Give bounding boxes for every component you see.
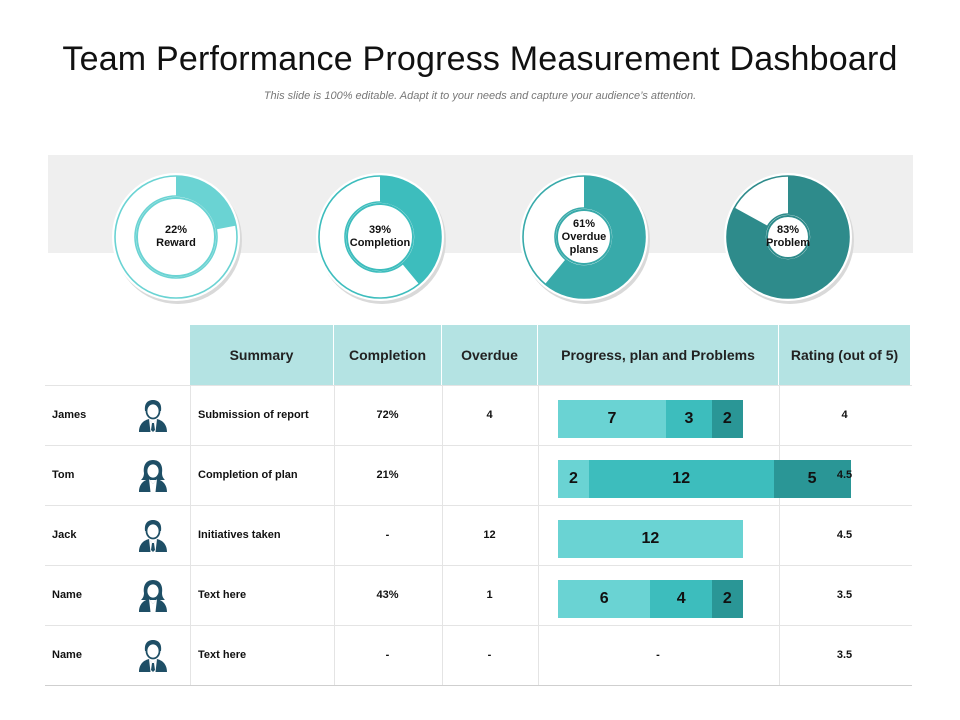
overdue-cell: 4 bbox=[486, 409, 493, 421]
header-summary: Summary bbox=[190, 325, 333, 385]
column-divider bbox=[538, 385, 539, 685]
summary-cell: Completion of plan bbox=[198, 469, 298, 481]
progress-segment: 2 bbox=[711, 580, 743, 618]
row-divider bbox=[45, 625, 912, 626]
row-divider bbox=[45, 685, 912, 686]
avatar bbox=[136, 397, 170, 433]
avatar bbox=[136, 457, 170, 493]
male-avatar-icon bbox=[139, 520, 167, 552]
page-subtitle: This slide is 100% editable. Adapt it to… bbox=[263, 90, 697, 102]
completion-cell: - bbox=[385, 649, 390, 661]
progress-cell: - bbox=[656, 649, 660, 661]
donut-chart bbox=[112, 173, 242, 304]
column-divider bbox=[442, 385, 443, 685]
overdue-cell: - bbox=[487, 649, 492, 661]
donut-value-arc bbox=[727, 176, 849, 298]
column-divider bbox=[779, 385, 780, 685]
progress-segment: 7 bbox=[558, 400, 666, 438]
rating-cell: 3.5 bbox=[836, 649, 853, 661]
donut-label: Reward bbox=[156, 237, 196, 249]
overdue-cell: 1 bbox=[486, 589, 493, 601]
progress-segment: 2 bbox=[558, 460, 589, 498]
donut-value: 61% bbox=[572, 217, 596, 230]
donut-label: Problem bbox=[765, 237, 810, 249]
donut-inner-ring bbox=[766, 215, 810, 259]
male-avatar-icon bbox=[139, 640, 167, 672]
progress-segment: 4 bbox=[650, 580, 712, 618]
female-avatar-icon bbox=[139, 460, 167, 492]
progress-segment: 3 bbox=[665, 400, 712, 438]
progress-segment: 12 bbox=[558, 520, 743, 558]
donut-problem: 83% Problem bbox=[719, 168, 857, 306]
donut-completion: 39% Completion bbox=[311, 168, 449, 306]
completion-cell: - bbox=[385, 529, 390, 541]
person-name: Jack bbox=[52, 529, 77, 541]
header-completion: Completion bbox=[334, 325, 441, 385]
completion-cell: 72% bbox=[376, 409, 399, 421]
donut-value: 39% bbox=[368, 224, 392, 236]
header-overdue: Overdue bbox=[442, 325, 537, 385]
donut-label: Overdue plans bbox=[561, 230, 607, 256]
header-progress: Progress, plan and Problems bbox=[538, 325, 778, 385]
avatar bbox=[136, 637, 170, 673]
person-name: Name bbox=[52, 589, 82, 601]
person-name: Tom bbox=[52, 469, 75, 481]
donut-value-arc bbox=[176, 176, 236, 230]
avatar bbox=[136, 517, 170, 553]
progress-segment: 12 bbox=[588, 460, 774, 498]
column-divider bbox=[190, 385, 191, 685]
row-divider bbox=[45, 505, 912, 506]
donut-value: 83% bbox=[776, 224, 800, 236]
donut-value-arc bbox=[380, 176, 441, 285]
donut-inner-ring bbox=[346, 203, 414, 271]
donut-inner-ring bbox=[556, 209, 612, 265]
overdue-cell bbox=[442, 445, 537, 505]
summary-cell: Text here bbox=[198, 649, 247, 661]
person-name: Name bbox=[52, 649, 82, 661]
summary-cell: Text here bbox=[198, 589, 247, 601]
donut-chart bbox=[520, 173, 650, 304]
progress-bar: 12 bbox=[558, 520, 743, 558]
avatar bbox=[136, 577, 170, 613]
donut-overdue-plans: 61% Overdue plans bbox=[515, 168, 653, 306]
rating-cell: 4 bbox=[841, 409, 848, 421]
donut-value: 22% bbox=[164, 224, 188, 236]
donut-reward: 22% Reward bbox=[107, 168, 245, 306]
donut-value-arc bbox=[545, 176, 645, 298]
row-divider bbox=[45, 565, 912, 566]
column-divider bbox=[334, 385, 335, 685]
overdue-cell: 12 bbox=[483, 529, 496, 541]
donut-chart bbox=[724, 173, 854, 304]
rating-cell: 4.5 bbox=[836, 529, 853, 541]
page-title: Team Performance Progress Measurement Da… bbox=[62, 40, 898, 78]
completion-cell: 21% bbox=[376, 469, 399, 481]
progress-segment: 5 bbox=[773, 460, 851, 498]
summary-cell: Submission of report bbox=[198, 409, 309, 421]
summary-cell: Initiatives taken bbox=[198, 529, 281, 541]
header-rating: Rating (out of 5) bbox=[779, 325, 910, 385]
progress-bar: 2 12 5 bbox=[558, 460, 851, 498]
completion-cell: 43% bbox=[376, 589, 399, 601]
row-divider bbox=[45, 445, 912, 446]
donut-label: Completion bbox=[349, 237, 411, 249]
female-avatar-icon bbox=[139, 580, 167, 612]
progress-segment: 6 bbox=[558, 580, 651, 618]
progress-segment: 2 bbox=[711, 400, 743, 438]
donut-chart bbox=[316, 173, 446, 304]
rating-cell: 4.5 bbox=[836, 469, 853, 481]
row-divider bbox=[45, 385, 912, 386]
male-avatar-icon bbox=[139, 400, 167, 432]
rating-cell: 3.5 bbox=[836, 589, 853, 601]
person-name: James bbox=[52, 409, 87, 421]
donut-inner-ring bbox=[136, 197, 216, 277]
